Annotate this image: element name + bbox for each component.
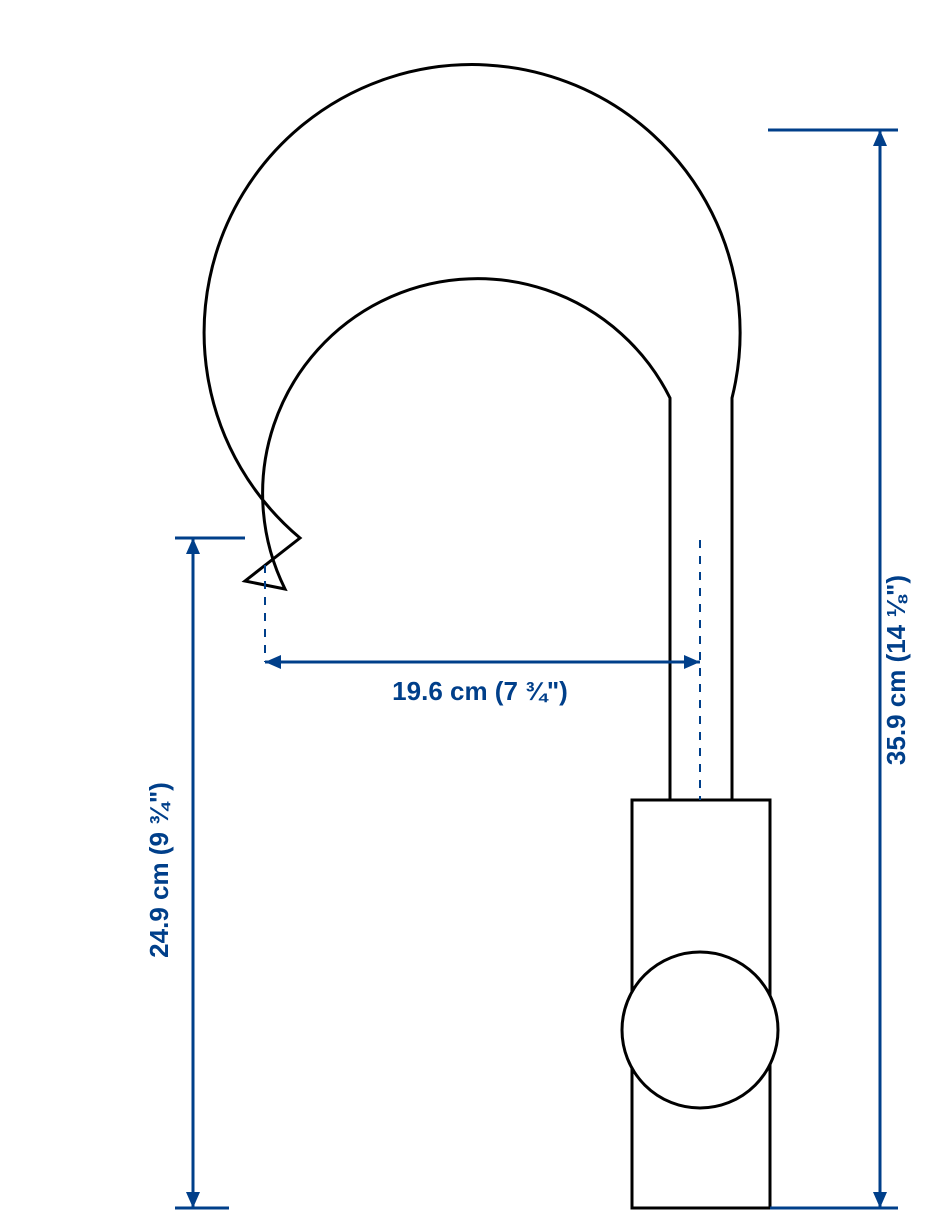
dimension-spout-reach-label: 19.6 cm (7 ¾") xyxy=(392,676,568,706)
faucet-handle-knob xyxy=(622,952,778,1108)
dimension-total-height xyxy=(768,130,898,1208)
faucet-dimension-diagram: 35.9 cm (14 ⅛") 24.9 cm (9 ¾") 19.6 cm (… xyxy=(0,0,942,1231)
dimension-spout-reach xyxy=(265,540,700,800)
dimension-spout-height-label: 24.9 cm (9 ¾") xyxy=(144,782,174,958)
dimension-total-height-label: 35.9 cm (14 ⅛") xyxy=(881,575,911,765)
dimension-spout-height xyxy=(175,538,245,1208)
diagram-canvas: 35.9 cm (14 ⅛") 24.9 cm (9 ¾") 19.6 cm (… xyxy=(0,0,942,1231)
